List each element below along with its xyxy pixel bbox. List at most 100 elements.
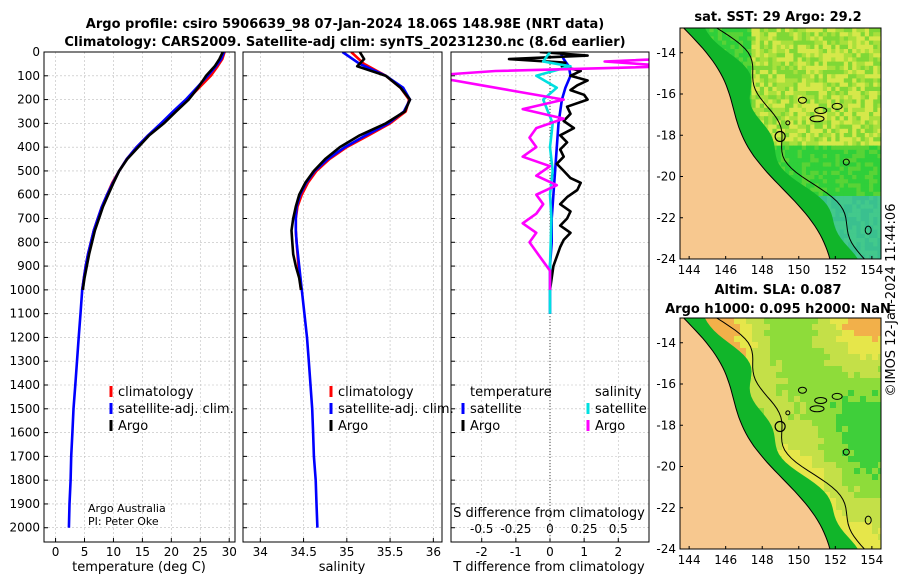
map-cell xyxy=(768,86,773,92)
map-cell xyxy=(860,154,866,159)
map-cell xyxy=(843,137,849,142)
map-cell xyxy=(797,32,803,37)
map-cell xyxy=(793,137,799,142)
map-cell xyxy=(854,534,861,541)
map-cell xyxy=(856,217,862,222)
map-cell xyxy=(726,36,731,42)
map-cell xyxy=(852,217,857,222)
map-cell xyxy=(835,229,841,235)
map-cell xyxy=(827,162,832,168)
map-lat-label: -22 xyxy=(656,211,676,225)
map-cell xyxy=(848,468,855,475)
map-cell xyxy=(842,378,849,385)
map-cell xyxy=(878,540,881,547)
map-cell xyxy=(824,348,831,355)
map-cell xyxy=(877,49,881,54)
reef-island xyxy=(785,410,791,416)
map-cell xyxy=(856,103,862,109)
sal-legend-argo-label: Argo xyxy=(338,419,368,434)
map-cell xyxy=(751,74,757,79)
map-cell xyxy=(743,44,748,50)
map-cell xyxy=(785,145,790,151)
map-cell xyxy=(835,70,841,75)
map-cell xyxy=(827,74,832,79)
map-cell xyxy=(772,120,778,126)
map-cell xyxy=(818,384,825,391)
map-cell xyxy=(860,528,867,535)
map-cell xyxy=(848,450,855,457)
map-cell xyxy=(839,82,845,88)
map-cell xyxy=(734,36,740,42)
map-cell xyxy=(801,82,807,88)
map-cell xyxy=(854,396,861,403)
map-cell xyxy=(768,78,773,84)
map-cell xyxy=(843,32,849,37)
map-cell xyxy=(726,28,731,33)
map-cell xyxy=(759,91,765,96)
map-cell xyxy=(776,82,782,88)
map-cell xyxy=(877,70,881,75)
map-cell xyxy=(794,360,801,367)
map-cell xyxy=(759,57,765,63)
continental-shelf xyxy=(683,318,858,549)
map-cell xyxy=(869,74,874,79)
map-cell xyxy=(780,78,786,84)
map-cell xyxy=(878,384,881,391)
map-cell xyxy=(818,330,825,337)
map-cell xyxy=(806,342,813,349)
map-cell xyxy=(856,91,862,96)
map-cell xyxy=(772,145,778,151)
map-cell xyxy=(831,74,836,79)
map-cell xyxy=(747,49,752,54)
map-cell xyxy=(812,450,819,457)
map-cell xyxy=(752,342,759,349)
map-cell xyxy=(812,384,819,391)
series-line-argo xyxy=(290,52,412,291)
map-cell xyxy=(848,259,853,264)
map-cell xyxy=(856,32,862,37)
map-cell xyxy=(793,95,799,100)
map-cell xyxy=(827,175,832,180)
map-cell xyxy=(755,82,761,88)
map-cell xyxy=(743,36,748,42)
map-cell xyxy=(801,183,807,189)
map-cell xyxy=(758,372,765,379)
map-cell xyxy=(780,86,786,92)
map-cell xyxy=(831,82,836,88)
map-cell xyxy=(848,233,853,239)
map-cell xyxy=(806,149,811,155)
map-cell xyxy=(827,204,832,210)
map-cell xyxy=(818,474,825,481)
map-cell xyxy=(810,82,815,88)
map-cell xyxy=(822,141,828,147)
map-cell xyxy=(860,95,866,100)
map-cell xyxy=(839,53,845,58)
map-cell xyxy=(869,196,874,201)
map-cell xyxy=(836,384,843,391)
map-cell xyxy=(800,342,807,349)
reef-island xyxy=(814,397,828,404)
map-cell xyxy=(824,342,831,349)
map-cell xyxy=(848,57,853,63)
map-cell xyxy=(751,91,757,96)
map-cell xyxy=(852,259,857,264)
map-cell xyxy=(801,128,807,134)
map-cell xyxy=(872,336,879,343)
map-cell xyxy=(872,396,879,403)
map-cell xyxy=(810,170,815,176)
map-cell xyxy=(860,474,867,481)
map-cell xyxy=(843,91,849,96)
map-cell xyxy=(842,498,849,505)
map-cell xyxy=(770,354,777,361)
map-cell xyxy=(822,36,828,42)
map-cell xyxy=(793,82,799,88)
map-cell xyxy=(824,324,831,331)
map-cell xyxy=(730,40,736,46)
map-cell xyxy=(776,103,782,109)
map-cell xyxy=(848,486,855,493)
map-cell xyxy=(831,200,836,205)
map-cell xyxy=(806,112,811,117)
map-cell xyxy=(860,414,867,421)
map-cell xyxy=(822,32,828,37)
map-cell xyxy=(801,86,807,92)
